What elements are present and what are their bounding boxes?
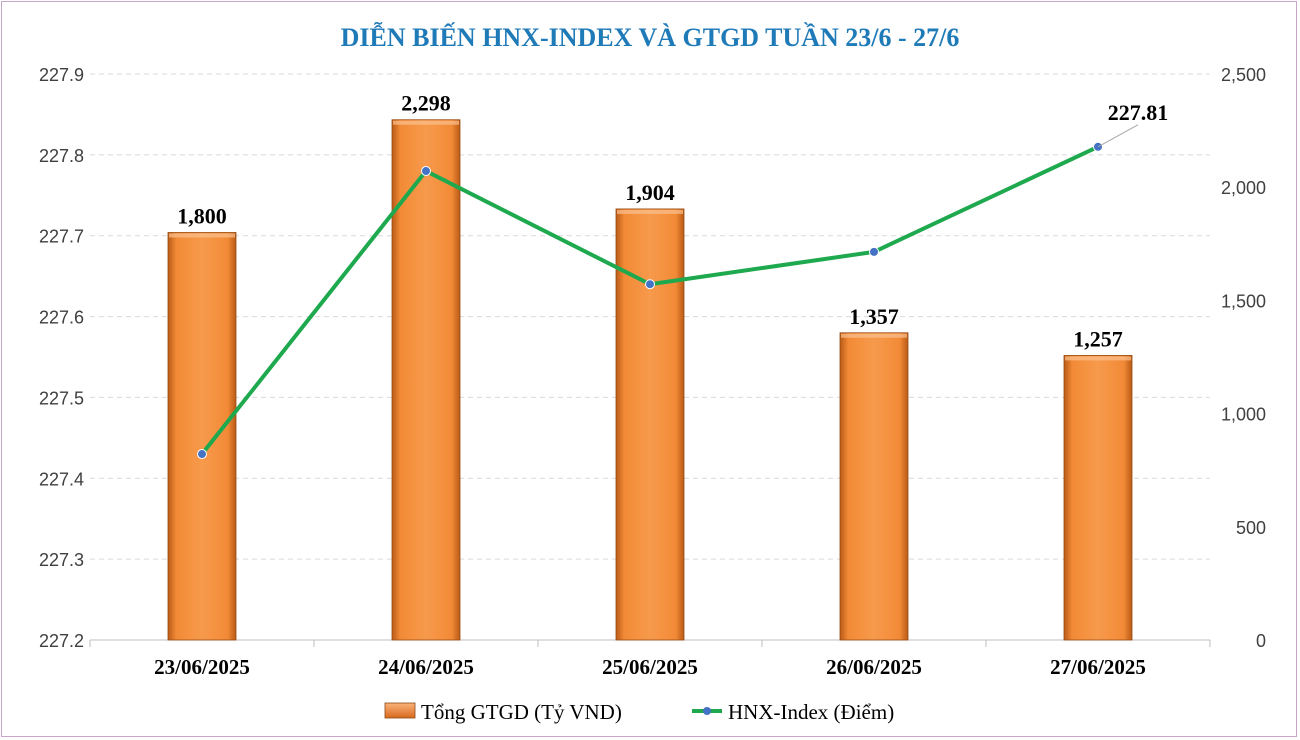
legend-bar-swatch [384, 702, 416, 719]
category-label: 24/06/2025 [378, 655, 474, 679]
index-point [869, 246, 879, 257]
bar-series: 1,800 2,298 1,904 1,357 1,257 [167, 91, 1133, 641]
category-label: 26/06/2025 [826, 655, 922, 679]
bar-value-label: 1,357 [849, 304, 899, 329]
bar-highlight [841, 333, 907, 338]
left-tick-label: 227.7 [39, 227, 84, 247]
right-tick-label: 500 [1236, 518, 1266, 538]
bar-value-label: 1,904 [625, 180, 675, 205]
left-tick-label: 227.4 [39, 469, 84, 489]
bar [391, 119, 461, 641]
bar-highlight [1065, 356, 1131, 361]
category-label: 23/06/2025 [154, 655, 250, 679]
category-labels: 23/06/2025 24/06/2025 25/06/2025 26/06/2025… [154, 655, 1146, 679]
chart-title: DIỄN BIẾN HNX-INDEX VÀ GTGD TUẦN 23/6 - … [341, 23, 960, 52]
left-tick-label: 227.6 [39, 308, 84, 328]
bar-value-label: 1,800 [177, 203, 227, 228]
index-point [645, 279, 655, 290]
category-label: 25/06/2025 [602, 655, 698, 679]
left-axis-ticks: 227.2 227.3 227.4 227.5 227.6 227.7 227.8 227.9 [39, 65, 84, 651]
right-tick-label: 1,000 [1221, 405, 1266, 425]
bar [1063, 355, 1133, 641]
line-series: 227.81 [197, 100, 1169, 460]
bar [839, 332, 909, 641]
right-tick-label: 2,000 [1221, 178, 1266, 198]
legend: Tổng GTGD (Tỷ VND) HNX-Index (Điểm) [384, 700, 894, 724]
right-axis-ticks: 0 500 1,000 1,500 2,000 2,500 [1221, 65, 1266, 651]
index-point [421, 166, 431, 177]
right-tick-label: 1,500 [1221, 291, 1266, 311]
left-tick-label: 227.9 [39, 65, 84, 85]
right-tick-label: 0 [1256, 631, 1266, 651]
bar-value-label: 1,257 [1073, 326, 1123, 351]
bar-highlight [169, 233, 235, 238]
category-label: 27/06/2025 [1050, 655, 1146, 679]
right-tick-label: 2,500 [1221, 65, 1266, 85]
index-last-value-label: 227.81 [1108, 100, 1169, 125]
left-tick-label: 227.2 [39, 631, 84, 651]
bar-highlight [393, 120, 459, 125]
legend-line-marker [703, 707, 711, 715]
left-tick-label: 227.8 [39, 146, 84, 166]
bar-highlight [617, 209, 683, 214]
left-tick-label: 227.3 [39, 550, 84, 570]
index-label-leader [1097, 124, 1139, 148]
legend-bar-label: Tổng GTGD (Tỷ VND) [421, 700, 622, 724]
bar [167, 232, 237, 641]
left-tick-label: 227.5 [39, 388, 84, 408]
legend-line-label: HNX-Index (Điểm) [728, 700, 894, 724]
bar-value-label: 2,298 [401, 91, 451, 116]
index-point [197, 449, 207, 460]
